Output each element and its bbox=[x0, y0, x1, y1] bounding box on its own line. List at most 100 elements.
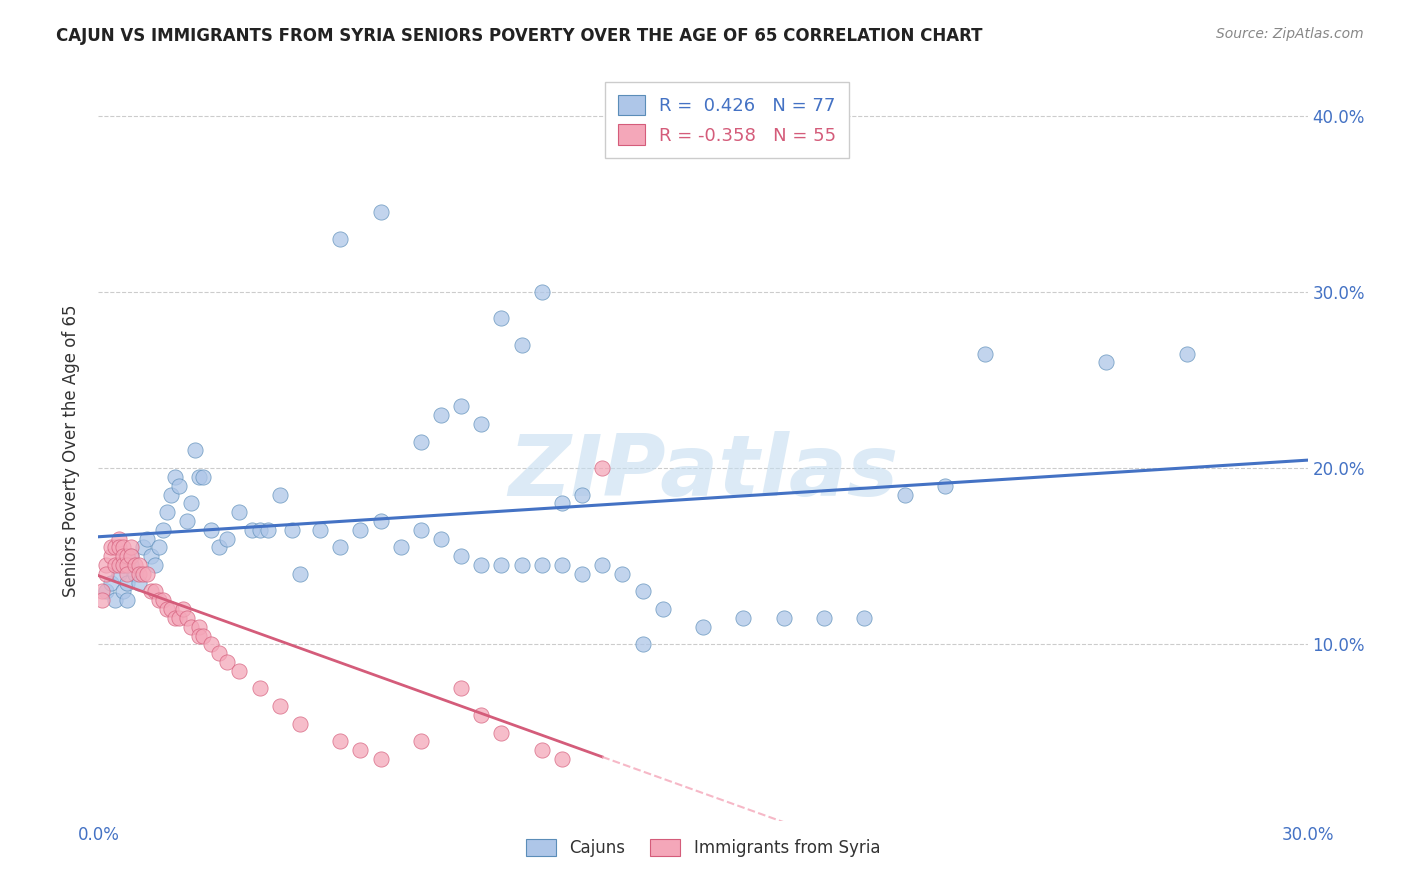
Point bbox=[409, 434, 432, 449]
Point bbox=[370, 205, 392, 219]
Point bbox=[107, 558, 129, 572]
Point bbox=[96, 584, 118, 599]
Point bbox=[430, 532, 453, 546]
Point bbox=[349, 523, 371, 537]
Point bbox=[148, 541, 170, 555]
Point bbox=[269, 699, 291, 714]
Point bbox=[200, 523, 222, 537]
Point bbox=[100, 575, 122, 590]
Point bbox=[692, 620, 714, 634]
Point bbox=[329, 734, 352, 748]
Point bbox=[309, 523, 332, 537]
Point bbox=[329, 232, 352, 246]
Point bbox=[551, 496, 574, 510]
Point bbox=[510, 558, 533, 572]
Point bbox=[96, 566, 118, 581]
Point bbox=[100, 541, 122, 555]
Point bbox=[934, 479, 956, 493]
Point bbox=[288, 716, 311, 731]
Point bbox=[107, 566, 129, 581]
Point bbox=[115, 549, 138, 564]
Text: ZIPatlas: ZIPatlas bbox=[508, 431, 898, 514]
Point bbox=[143, 558, 166, 572]
Point bbox=[612, 566, 634, 581]
Point bbox=[115, 593, 138, 607]
Point bbox=[156, 505, 179, 519]
Point bbox=[91, 584, 114, 599]
Point bbox=[160, 487, 183, 501]
Point bbox=[240, 523, 263, 537]
Point bbox=[124, 566, 146, 581]
Point bbox=[530, 743, 553, 757]
Point bbox=[256, 523, 278, 537]
Point bbox=[217, 655, 239, 669]
Point bbox=[128, 566, 150, 581]
Point bbox=[370, 752, 392, 766]
Point bbox=[551, 752, 574, 766]
Point bbox=[156, 602, 179, 616]
Point bbox=[409, 523, 432, 537]
Text: Source: ZipAtlas.com: Source: ZipAtlas.com bbox=[1216, 27, 1364, 41]
Point bbox=[111, 549, 134, 564]
Point bbox=[772, 611, 794, 625]
Point bbox=[167, 479, 190, 493]
Point bbox=[148, 593, 170, 607]
Point bbox=[208, 646, 231, 660]
Point bbox=[120, 549, 142, 564]
Point bbox=[124, 558, 146, 572]
Point bbox=[974, 346, 997, 360]
Point bbox=[128, 558, 150, 572]
Point bbox=[180, 496, 202, 510]
Point bbox=[470, 558, 492, 572]
Point bbox=[120, 541, 142, 555]
Point bbox=[733, 611, 755, 625]
Point bbox=[111, 558, 134, 572]
Point bbox=[450, 400, 472, 414]
Point bbox=[96, 558, 118, 572]
Point bbox=[571, 566, 593, 581]
Point bbox=[409, 734, 432, 748]
Point bbox=[115, 558, 138, 572]
Point bbox=[470, 417, 492, 431]
Point bbox=[139, 584, 162, 599]
Point bbox=[107, 541, 129, 555]
Point bbox=[111, 584, 134, 599]
Point bbox=[551, 558, 574, 572]
Point bbox=[193, 628, 215, 642]
Point bbox=[491, 725, 513, 739]
Point bbox=[184, 443, 207, 458]
Point bbox=[135, 566, 157, 581]
Point bbox=[176, 514, 198, 528]
Point bbox=[249, 523, 271, 537]
Point bbox=[176, 611, 198, 625]
Point bbox=[491, 311, 513, 326]
Point bbox=[193, 470, 215, 484]
Point bbox=[103, 558, 125, 572]
Point bbox=[172, 602, 194, 616]
Point bbox=[103, 593, 125, 607]
Point bbox=[269, 487, 291, 501]
Point bbox=[281, 523, 304, 537]
Point bbox=[111, 558, 134, 572]
Point bbox=[813, 611, 835, 625]
Y-axis label: Seniors Poverty Over the Age of 65: Seniors Poverty Over the Age of 65 bbox=[62, 304, 80, 597]
Point bbox=[651, 602, 673, 616]
Legend: Cajuns, Immigrants from Syria: Cajuns, Immigrants from Syria bbox=[519, 832, 887, 864]
Point bbox=[491, 558, 513, 572]
Point bbox=[152, 593, 174, 607]
Point bbox=[103, 541, 125, 555]
Point bbox=[107, 532, 129, 546]
Point bbox=[120, 558, 142, 572]
Point bbox=[249, 681, 271, 696]
Point bbox=[115, 566, 138, 581]
Point bbox=[349, 743, 371, 757]
Point bbox=[389, 541, 412, 555]
Point bbox=[591, 558, 613, 572]
Point bbox=[128, 575, 150, 590]
Point bbox=[571, 487, 593, 501]
Point bbox=[329, 541, 352, 555]
Point bbox=[228, 664, 250, 678]
Point bbox=[132, 566, 155, 581]
Point bbox=[288, 566, 311, 581]
Point bbox=[91, 593, 114, 607]
